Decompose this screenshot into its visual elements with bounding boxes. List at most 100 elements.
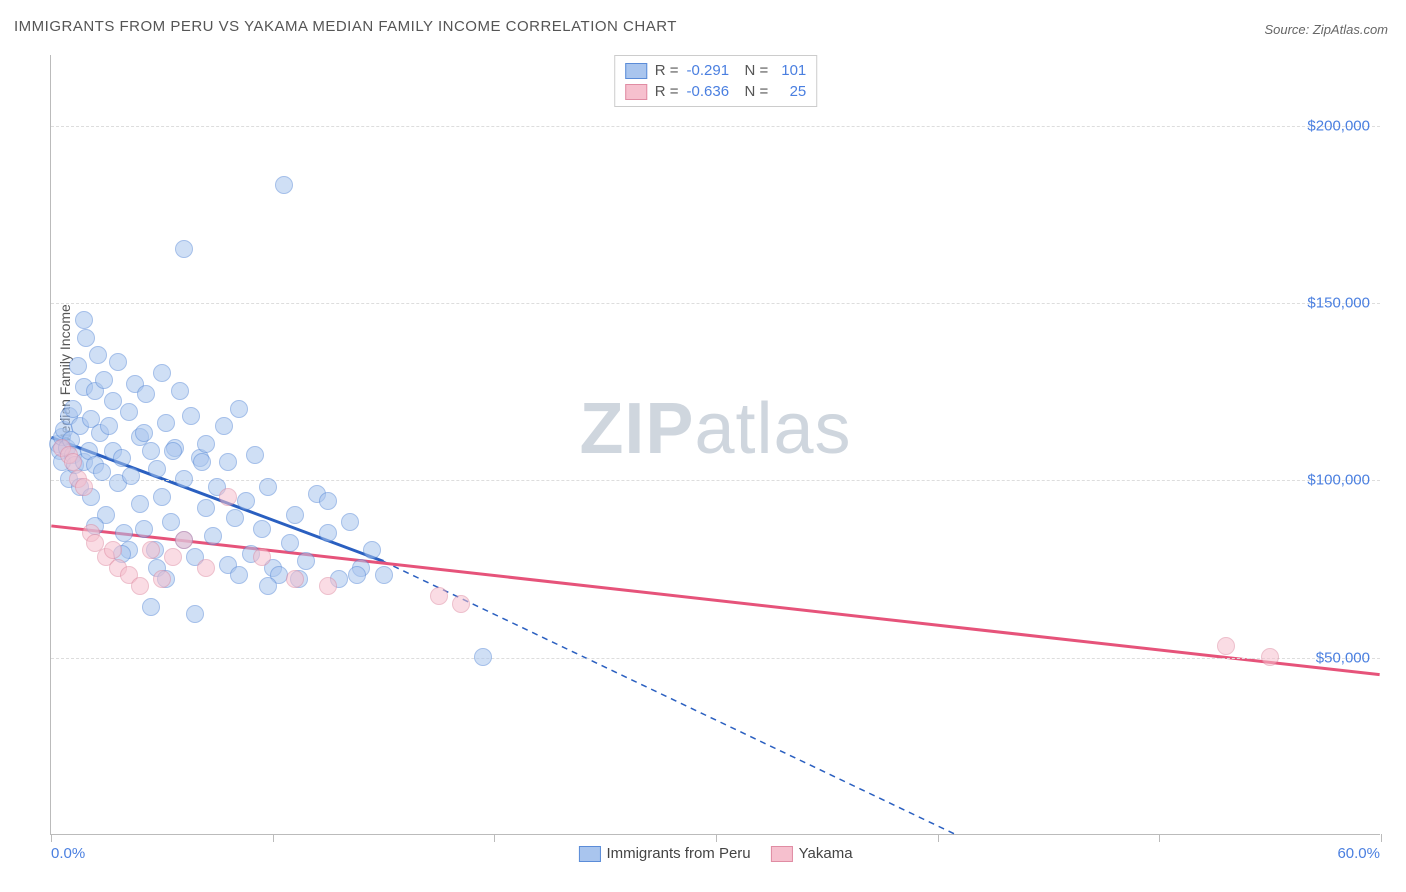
gridline-horizontal	[51, 126, 1380, 127]
y-tick-label: $100,000	[1307, 472, 1370, 489]
x-tick	[51, 834, 52, 842]
data-point	[77, 329, 95, 347]
legend-n-label: N =	[745, 83, 769, 100]
x-tick	[273, 834, 274, 842]
data-point	[186, 605, 204, 623]
data-point	[1217, 637, 1235, 655]
data-point	[319, 524, 337, 542]
data-point	[286, 506, 304, 524]
data-point	[275, 176, 293, 194]
data-point	[452, 595, 470, 613]
watermark-rest: atlas	[694, 389, 851, 469]
data-point	[204, 527, 222, 545]
data-point	[182, 407, 200, 425]
data-point	[89, 346, 107, 364]
data-point	[1261, 648, 1279, 666]
gridline-horizontal	[51, 303, 1380, 304]
data-point	[120, 403, 138, 421]
data-point	[64, 453, 82, 471]
data-point	[162, 513, 180, 531]
data-point	[219, 488, 237, 506]
legend-n-value: 25	[776, 83, 806, 100]
data-point	[142, 541, 160, 559]
legend-swatch	[625, 63, 647, 79]
legend-series: Immigrants from Peru Yakama	[578, 845, 852, 862]
data-point	[175, 240, 193, 258]
data-point	[75, 478, 93, 496]
data-point	[175, 531, 193, 549]
trend-lines	[51, 55, 1380, 834]
legend-r-value: -0.636	[687, 83, 737, 100]
data-point	[259, 478, 277, 496]
x-tick	[494, 834, 495, 842]
x-min-label: 0.0%	[51, 845, 85, 862]
data-point	[157, 414, 175, 432]
watermark: ZIPatlas	[579, 388, 851, 470]
data-point	[95, 371, 113, 389]
watermark-bold: ZIP	[579, 389, 694, 469]
data-point	[142, 442, 160, 460]
data-point	[253, 548, 271, 566]
data-point	[164, 548, 182, 566]
data-point	[430, 587, 448, 605]
data-point	[135, 520, 153, 538]
data-point	[153, 570, 171, 588]
data-point	[348, 566, 366, 584]
legend-r-value: -0.291	[687, 62, 737, 79]
legend-correlation: R =-0.291N =101R =-0.636N =25	[614, 55, 818, 107]
x-tick	[938, 834, 939, 842]
data-point	[375, 566, 393, 584]
data-point	[69, 357, 87, 375]
chart-title: IMMIGRANTS FROM PERU VS YAKAMA MEDIAN FA…	[14, 18, 677, 35]
legend-r-label: R =	[655, 83, 679, 100]
legend-series-name: Yakama	[799, 845, 853, 862]
data-point	[259, 577, 277, 595]
data-point	[193, 453, 211, 471]
data-point	[197, 499, 215, 517]
x-tick	[1381, 834, 1382, 842]
data-point	[253, 520, 271, 538]
data-point	[113, 449, 131, 467]
data-point	[122, 467, 140, 485]
legend-swatch	[625, 84, 647, 100]
data-point	[153, 488, 171, 506]
data-point	[109, 353, 127, 371]
data-point	[297, 552, 315, 570]
source-attribution: Source: ZipAtlas.com	[1264, 22, 1388, 37]
data-point	[230, 566, 248, 584]
plot-area: Median Family Income ZIPatlas R =-0.291N…	[50, 55, 1380, 835]
gridline-horizontal	[51, 480, 1380, 481]
data-point	[131, 577, 149, 595]
gridline-horizontal	[51, 658, 1380, 659]
x-tick	[1159, 834, 1160, 842]
data-point	[474, 648, 492, 666]
data-point	[319, 577, 337, 595]
x-max-label: 60.0%	[1337, 845, 1380, 862]
data-point	[131, 495, 149, 513]
legend-correlation-row: R = -0.636 N = 25	[625, 81, 807, 102]
legend-r-label: R =	[655, 62, 679, 79]
data-point	[219, 453, 237, 471]
legend-swatch	[771, 846, 793, 862]
y-tick-label: $50,000	[1316, 649, 1370, 666]
data-point	[197, 559, 215, 577]
data-point	[142, 598, 160, 616]
data-point	[148, 460, 166, 478]
data-point	[64, 400, 82, 418]
data-point	[197, 435, 215, 453]
y-tick-label: $150,000	[1307, 295, 1370, 312]
y-tick-label: $200,000	[1307, 117, 1370, 134]
data-point	[115, 524, 133, 542]
data-point	[75, 311, 93, 329]
data-point	[100, 417, 118, 435]
data-point	[104, 541, 122, 559]
data-point	[363, 541, 381, 559]
data-point	[281, 534, 299, 552]
data-point	[237, 492, 255, 510]
x-tick	[716, 834, 717, 842]
data-point	[164, 442, 182, 460]
data-point	[153, 364, 171, 382]
data-point	[286, 570, 304, 588]
legend-series-item: Yakama	[771, 845, 853, 862]
legend-series-item: Immigrants from Peru	[578, 845, 750, 862]
